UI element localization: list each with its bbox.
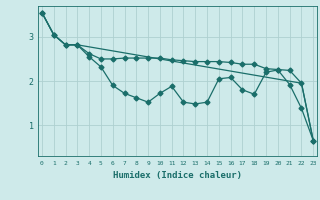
X-axis label: Humidex (Indice chaleur): Humidex (Indice chaleur): [113, 171, 242, 180]
